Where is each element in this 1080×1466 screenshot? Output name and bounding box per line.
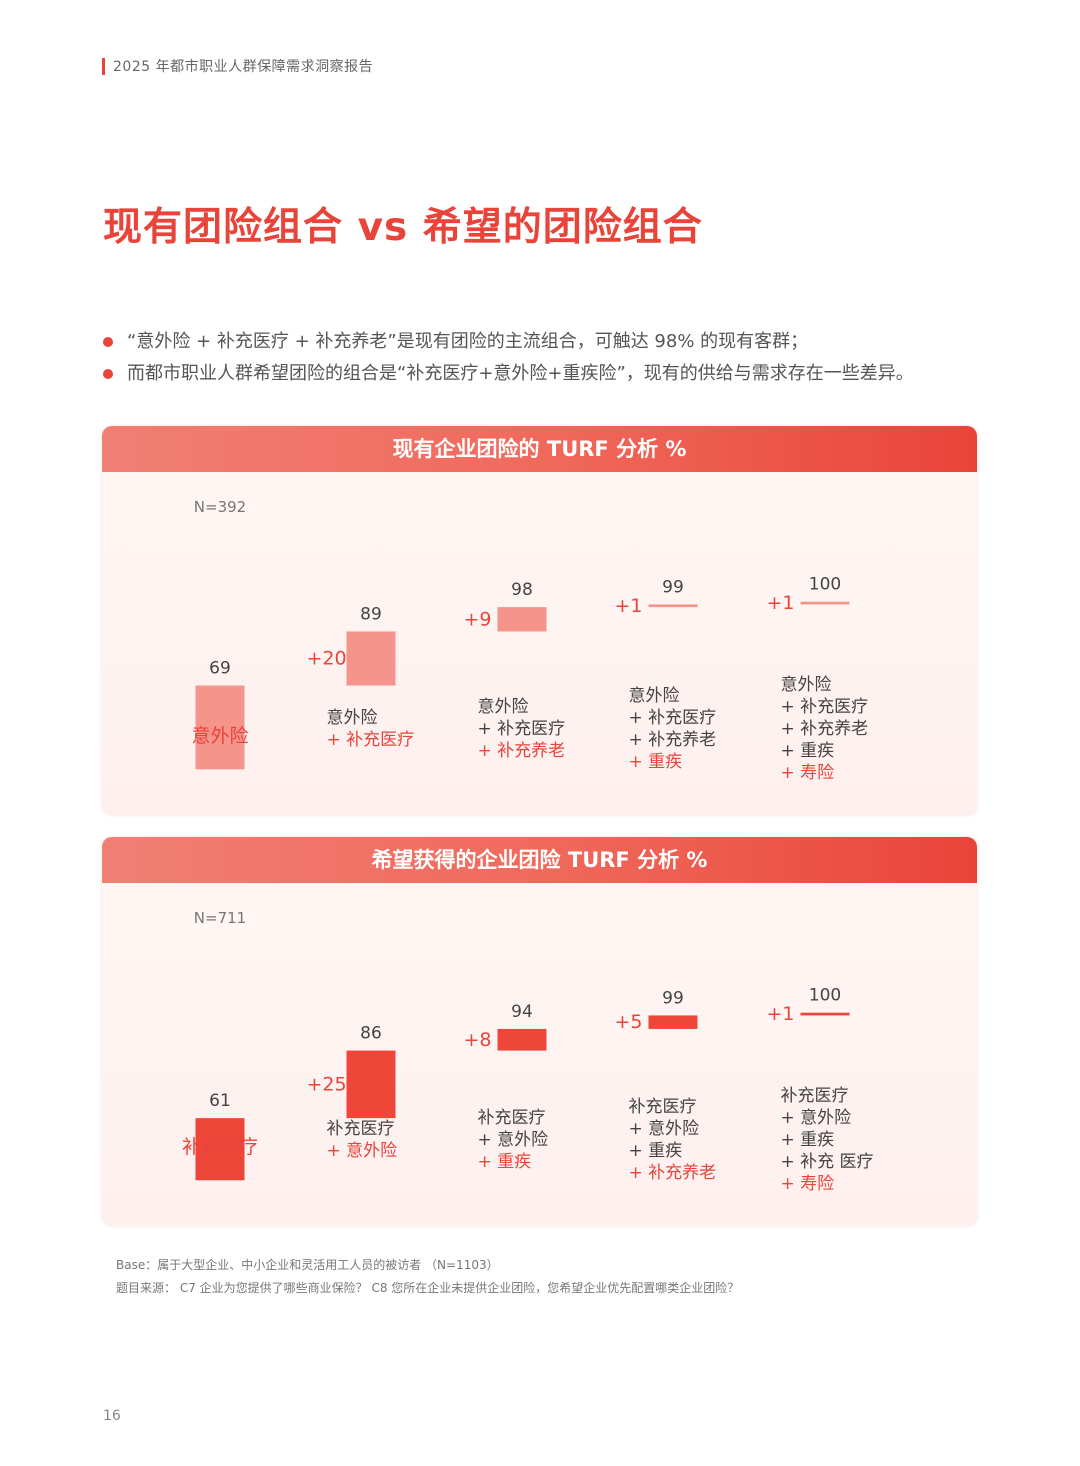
footnote: Base：属于大型企业、中小企业和灵活用工人员的被访者 （N=1103） 题目来… <box>116 1254 739 1300</box>
category-label-line: + 补充医疗 <box>478 719 566 739</box>
bullet-item: 而都市职业人群希望团险的组合是“补充医疗+意外险+重疾险”，现有的供给与需求存在… <box>103 358 1003 390</box>
category-label-line: + 意外险 <box>629 1119 700 1139</box>
category-label-line: + 补充养老 <box>629 1163 717 1183</box>
value-label: 61 <box>209 1091 231 1111</box>
current-turf-panel: 现有企业团险的 TURF 分析 % N=392 69 意外险 89 +20 意外险 + 补充… <box>102 426 977 815</box>
category-label-line: + 补充医疗 <box>629 708 717 728</box>
chart-title: 希望获得的企业团险 TURF 分析 % <box>102 837 977 883</box>
increment-label: +9 <box>463 608 491 630</box>
category-label-line: + 补充养老 <box>781 719 869 739</box>
increment-label: +1 <box>766 592 794 614</box>
report-title: 2025 年都市职业人群保障需求洞察报告 <box>113 59 374 75</box>
value-label: 69 <box>209 659 231 679</box>
category-label-line: + 补充养老 <box>629 730 717 750</box>
category-label-line: + 补充医疗 <box>327 730 415 750</box>
value-label: 94 <box>511 1002 533 1022</box>
category-label-line: 补充医疗 <box>781 1086 849 1106</box>
category-label-line: 补充医疗 <box>478 1108 546 1128</box>
value-label: 86 <box>360 1024 382 1044</box>
page-number: 16 <box>103 1408 121 1424</box>
category-label-line: + 补充养老 <box>478 741 566 761</box>
bullet-list: “意外险 + 补充医疗 + 补充养老”是现有团险的主流组合，可触达 98% 的现… <box>103 326 1003 390</box>
category-label: 补充医疗 <box>182 1136 258 1158</box>
value-label: 100 <box>809 986 841 1006</box>
category-label: 意外险 <box>191 725 248 747</box>
turf-bar <box>195 685 245 770</box>
footnote-source: 题目来源： C7 企业为您提供了哪些商业保险？ C8 您所在企业未提供企业团险，… <box>116 1281 740 1295</box>
value-label: 98 <box>511 580 533 600</box>
value-label: 99 <box>662 988 684 1008</box>
increment-label: +25 <box>306 1073 346 1095</box>
bullet-dot <box>103 337 113 347</box>
category-label-line: + 重疾 <box>629 752 683 772</box>
category-label-line: + 寿险 <box>781 763 835 783</box>
increment-label: +20 <box>306 647 346 669</box>
page-title: 现有团险组合 vs 希望的团险组合 <box>103 205 703 250</box>
category-label-line: 意外险 <box>781 675 832 695</box>
desired-turf-panel: 希望获得的企业团险 TURF 分析 % N=711 61 补充医疗 86 +25 补充医疗… <box>102 837 977 1226</box>
turf-bar <box>346 631 396 686</box>
turf-bar <box>195 1118 245 1181</box>
increment-label: +1 <box>614 595 642 617</box>
category-label-line: 意外险 <box>629 686 680 706</box>
category-label-line: + 补充医疗 <box>781 697 869 717</box>
turf-bar <box>648 1015 698 1029</box>
increment-label: +8 <box>463 1029 491 1051</box>
value-label: 99 <box>662 577 684 597</box>
category-label-line: + 意外险 <box>781 1108 852 1128</box>
turf-bar <box>800 1012 850 1016</box>
turf-bar <box>648 604 698 608</box>
header-accent-bar <box>102 57 105 75</box>
value-label: 100 <box>809 575 841 595</box>
category-label-line: + 补充 医疗 <box>781 1152 874 1172</box>
category-label-line: 意外险 <box>327 708 378 728</box>
chart-title: 现有企业团险的 TURF 分析 % <box>102 426 977 472</box>
bullet-text: “意外险 + 补充医疗 + 补充养老”是现有团险的主流组合，可触达 98% 的现… <box>127 331 809 352</box>
category-label-line: + 重疾 <box>478 1152 532 1172</box>
category-label-line: + 重疾 <box>629 1141 683 1161</box>
turf-bar <box>800 601 850 605</box>
category-label-line: + 意外险 <box>327 1141 398 1161</box>
increment-label: +1 <box>766 1003 794 1025</box>
n-label: N=392 <box>194 498 246 516</box>
increment-label: +5 <box>614 1011 642 1033</box>
category-label-line: + 重疾 <box>781 741 835 761</box>
turf-bar <box>346 1050 396 1119</box>
bullet-dot <box>103 369 113 379</box>
category-label-line: 补充医疗 <box>629 1097 697 1117</box>
n-label: N=711 <box>194 909 246 927</box>
category-label-line: + 重疾 <box>781 1130 835 1150</box>
category-label-line: + 意外险 <box>478 1130 549 1150</box>
value-label: 89 <box>360 604 382 624</box>
category-label-line: 补充医疗 <box>327 1119 395 1139</box>
turf-bar <box>497 1028 547 1051</box>
footnote-base: Base：属于大型企业、中小企业和灵活用工人员的被访者 （N=1103） <box>116 1258 499 1272</box>
category-label-line: + 寿险 <box>781 1174 835 1194</box>
bullet-text: 而都市职业人群希望团险的组合是“补充医疗+意外险+重疾险”，现有的供给与需求存在… <box>127 363 914 384</box>
bullet-item: “意外险 + 补充医疗 + 补充养老”是现有团险的主流组合，可触达 98% 的现… <box>103 326 1003 358</box>
turf-bar <box>497 607 547 632</box>
report-header: 2025 年都市职业人群保障需求洞察报告 <box>102 56 373 76</box>
category-label-line: 意外险 <box>478 697 529 717</box>
